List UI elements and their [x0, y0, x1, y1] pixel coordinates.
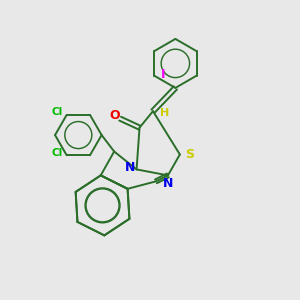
Text: Cl: Cl	[52, 107, 63, 117]
Text: O: O	[110, 109, 120, 122]
Text: H: H	[160, 108, 169, 118]
Text: Cl: Cl	[52, 148, 63, 158]
Text: N: N	[163, 177, 173, 190]
Text: N: N	[125, 161, 135, 174]
Text: I: I	[161, 68, 165, 81]
Text: S: S	[184, 148, 194, 161]
